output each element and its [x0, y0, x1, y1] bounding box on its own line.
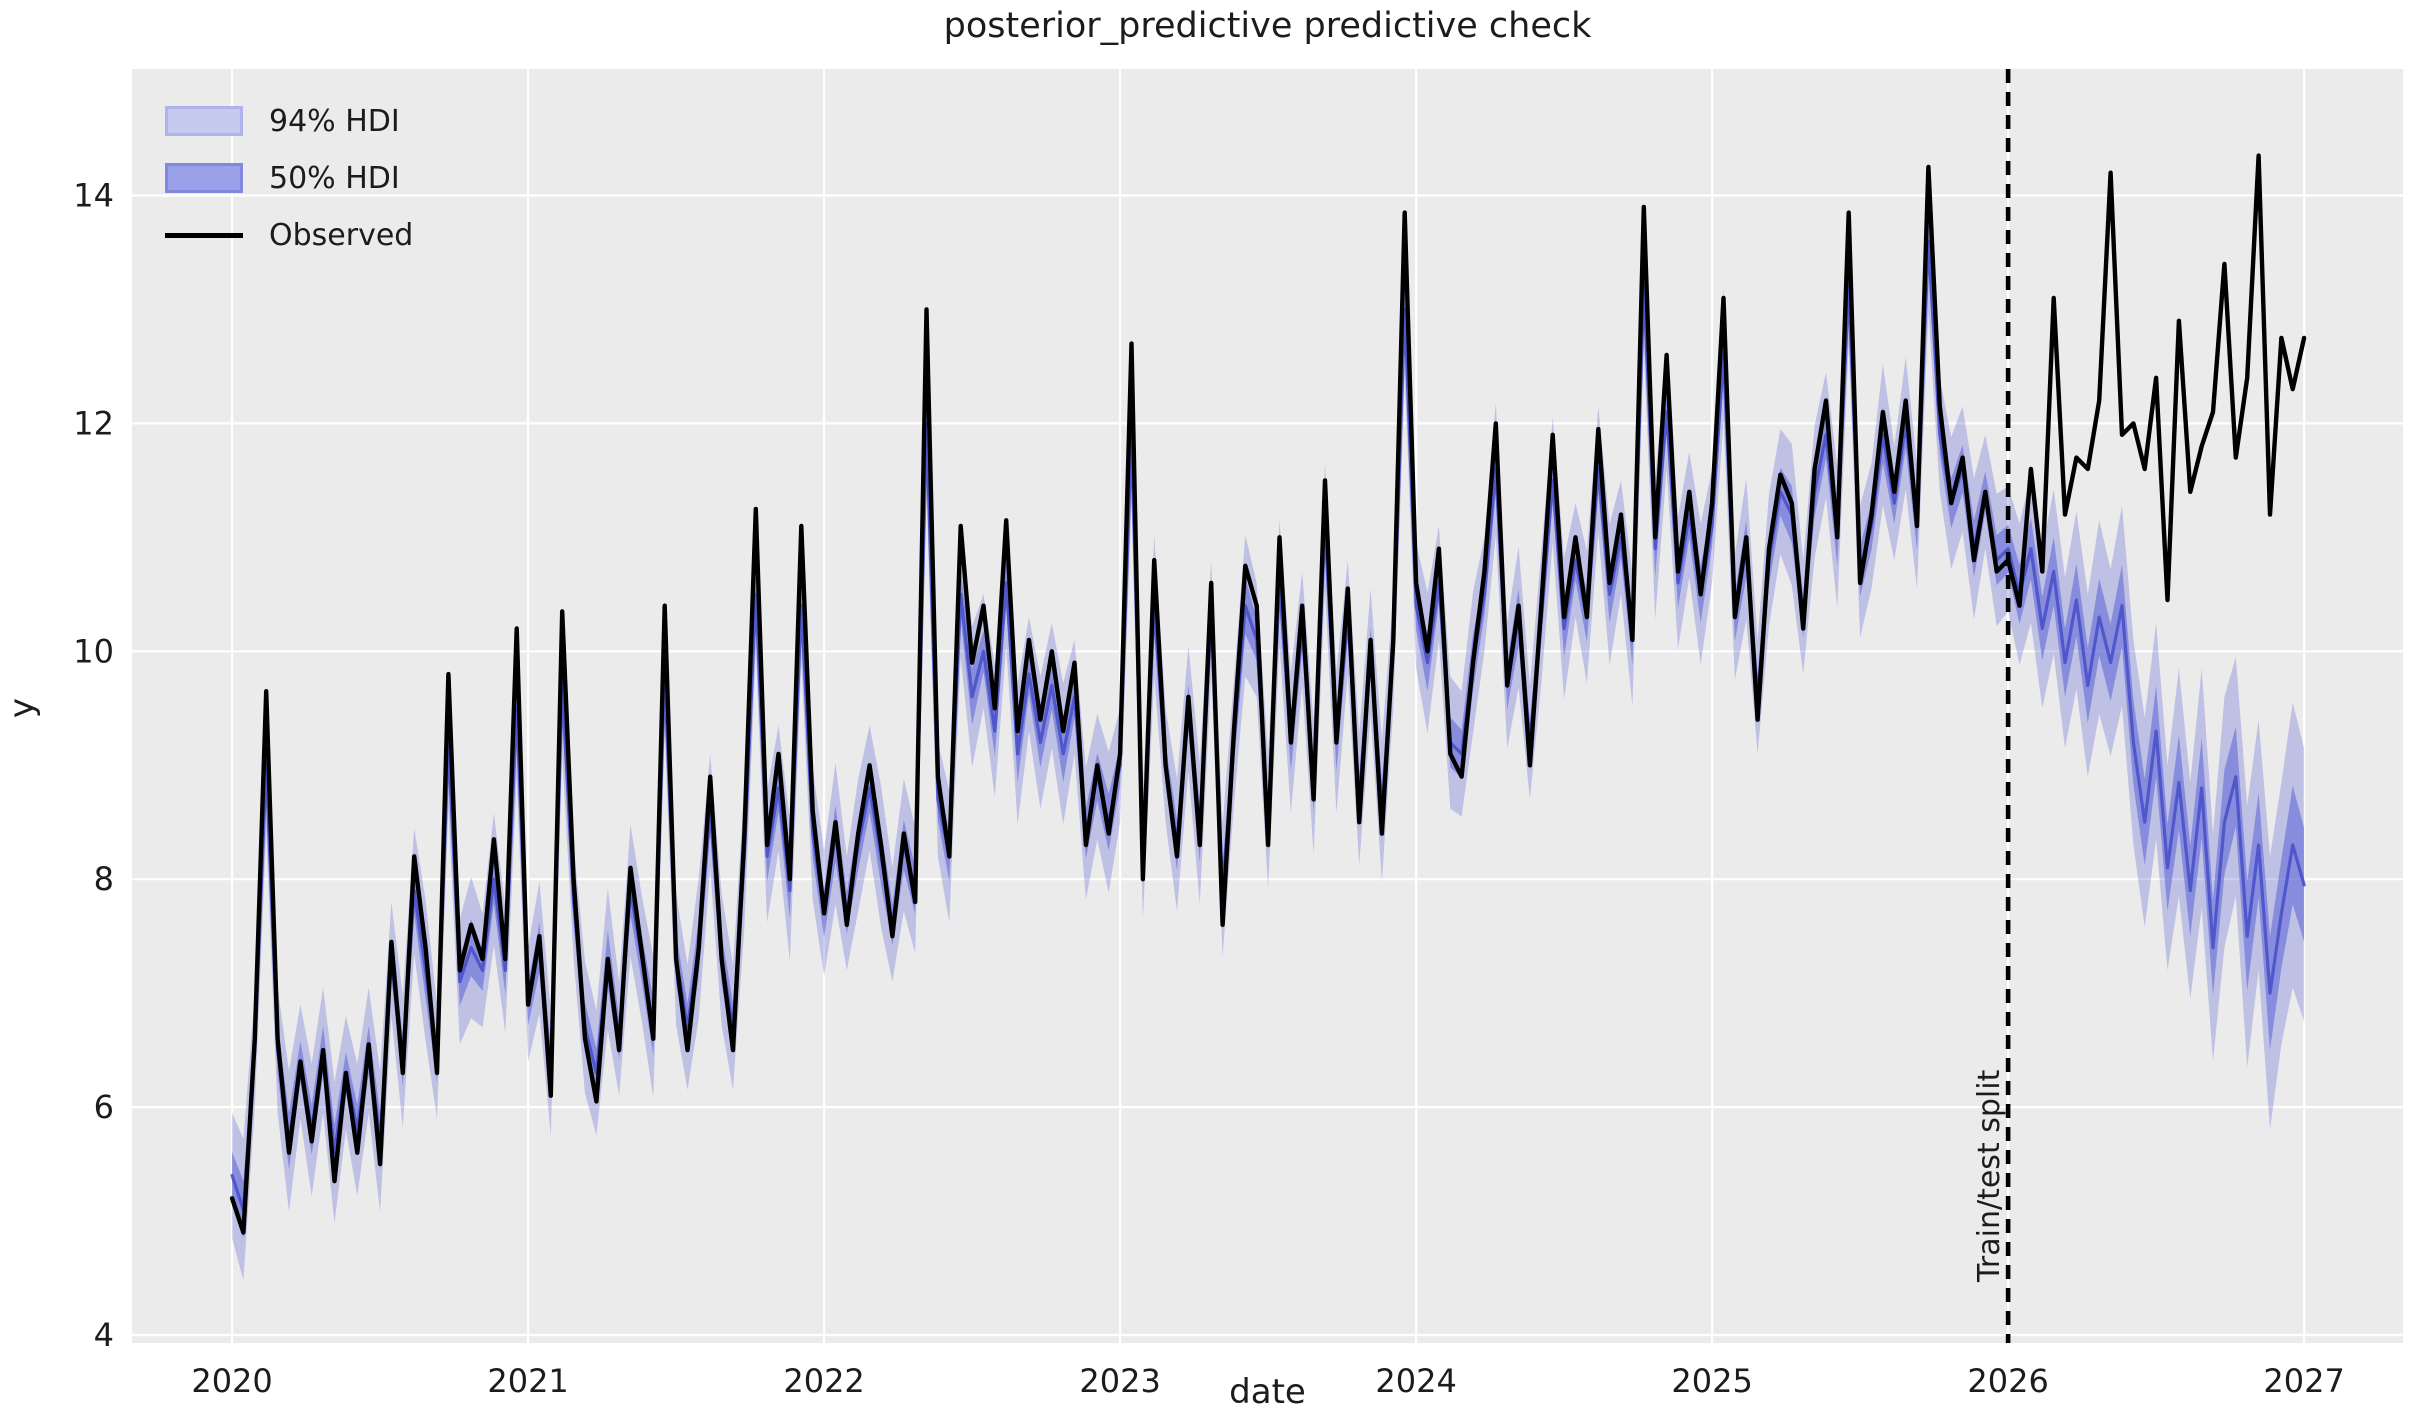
x-tick-label: 2027 [2263, 1362, 2344, 1400]
observed-line [229, 153, 2307, 1235]
x-tick-label: 2024 [1375, 1362, 1456, 1400]
legend-label: 94% HDI [269, 103, 400, 139]
y-tick-labels: 4 6 8 10 12 14 [73, 176, 114, 1354]
train-test-split-label: Train/test split [1972, 1069, 2007, 1283]
gridlines [132, 69, 2403, 1343]
x-tick-label: 2023 [1079, 1362, 1160, 1400]
legend-label: Observed [269, 217, 414, 253]
x-tick-label: 2026 [1967, 1362, 2048, 1400]
y-tick-label: 6 [94, 1088, 114, 1126]
legend-item-94-hdi: 94% HDI [165, 100, 413, 142]
legend-label: 50% HDI [269, 160, 400, 196]
y-tick-label: 14 [73, 176, 114, 214]
x-axis-label: date [1229, 1372, 1306, 1412]
y-tick-label: 12 [73, 404, 114, 442]
chart-title: posterior_predictive predictive check [943, 6, 1592, 46]
y-tick-label: 4 [94, 1316, 114, 1354]
observed-line-swatch-icon [165, 232, 243, 238]
x-tick-label: 2021 [487, 1362, 568, 1400]
x-tick-labels: 2020 2021 2022 2023 2024 2025 2026 2027 [191, 1362, 2345, 1400]
hdi50-swatch-icon [165, 163, 243, 193]
x-tick-label: 2025 [1671, 1362, 1752, 1400]
x-tick-label: 2020 [191, 1362, 272, 1400]
legend: 94% HDI 50% HDI Observed [165, 100, 413, 256]
hdi94-band [232, 170, 2305, 1281]
y-tick-label: 10 [73, 632, 114, 670]
y-axis-label: y [2, 697, 42, 719]
x-tick-label: 2022 [783, 1362, 864, 1400]
legend-item-50-hdi: 50% HDI [165, 157, 413, 199]
y-tick-label: 8 [94, 860, 114, 898]
hdi94-swatch-icon [165, 106, 243, 136]
legend-item-observed: Observed [165, 214, 413, 256]
plot-area [132, 69, 2403, 1343]
